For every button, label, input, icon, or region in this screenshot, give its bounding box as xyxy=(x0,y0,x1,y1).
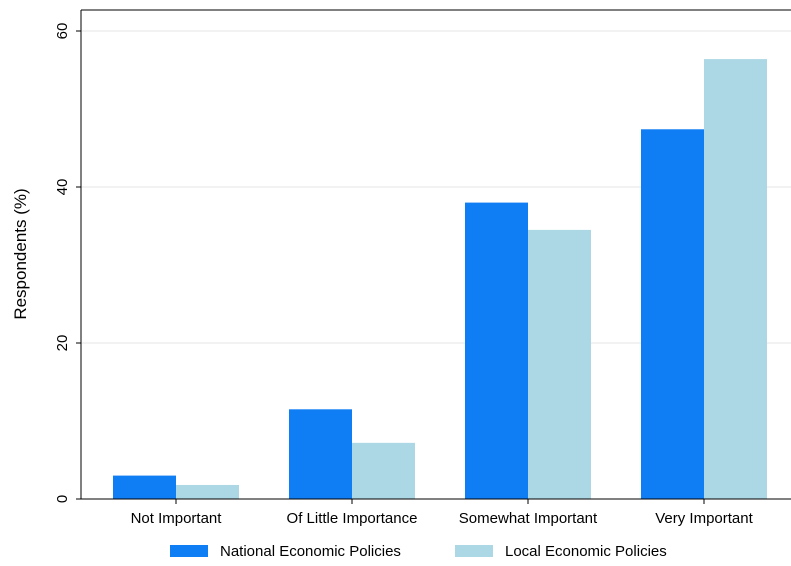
y-axis-title: Respondents (%) xyxy=(11,188,30,319)
bar-local-3 xyxy=(528,229,591,499)
x-tick-label: Not Important xyxy=(131,510,223,527)
bar-local-4 xyxy=(704,59,767,499)
bars xyxy=(113,59,767,499)
legend-label-national: National Economic Policies xyxy=(220,543,401,560)
legend-swatch-local xyxy=(455,545,493,557)
y-tick-label: 0 xyxy=(54,495,71,503)
y-tick-label: 40 xyxy=(54,179,71,196)
y-ticks: 0 20 40 60 xyxy=(54,23,81,503)
y-tick-label: 60 xyxy=(54,23,71,40)
x-tick-label: Somewhat Important xyxy=(459,510,598,527)
x-ticks: Not Important Of Little Importance Somewha… xyxy=(131,499,754,527)
bar-local-1 xyxy=(176,484,239,499)
x-tick-label: Very Important xyxy=(655,510,753,527)
bar-national-2 xyxy=(289,409,352,499)
y-tick-label: 20 xyxy=(54,335,71,352)
x-tick-label: Of Little Importance xyxy=(287,510,418,527)
bar-national-1 xyxy=(113,475,176,499)
bar-national-3 xyxy=(465,202,528,499)
bar-local-2 xyxy=(352,442,415,499)
legend-swatch-national xyxy=(170,545,208,557)
legend-label-local: Local Economic Policies xyxy=(505,543,667,560)
legend: National Economic Policies Local Economic… xyxy=(170,543,667,560)
bar-national-4 xyxy=(641,129,704,499)
